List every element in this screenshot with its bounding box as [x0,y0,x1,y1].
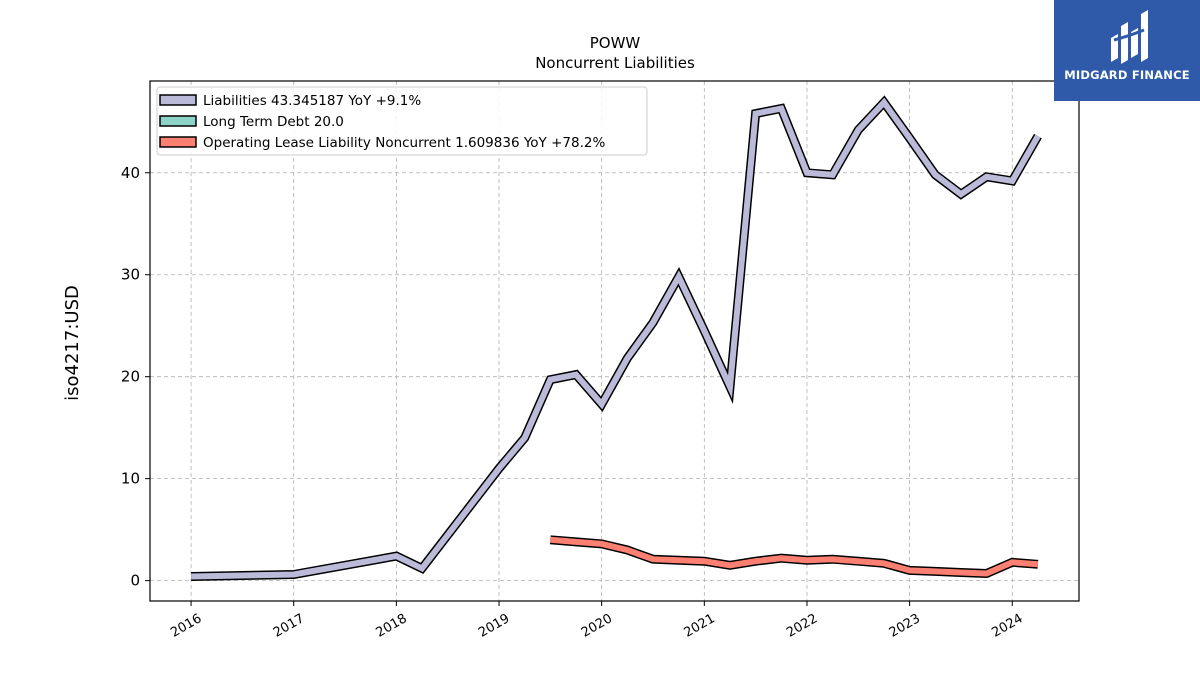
y-tick-label: 40 [121,164,140,182]
legend-box [156,86,648,156]
series-line-outline [191,95,1042,581]
x-tick-label: 2016 [168,611,204,641]
y-tick-label: 20 [121,368,140,386]
grid-layer [150,81,1079,601]
legend-entry: Operating Lease Liability Noncurrent 1.6… [203,135,605,151]
legend: Liabilities 43.345187 YoY +9.1% Long Term… [156,86,648,156]
chart-title: POWW [590,34,641,52]
legend-swatch [159,136,197,148]
y-tick-label: 30 [121,266,140,284]
logo-mark-icon [1111,10,1148,64]
y-tick-label: 10 [121,470,140,488]
logo-text: MIDGARD FINANCE [1064,68,1190,82]
legend-swatch [159,94,197,106]
x-tick-label: 2019 [476,611,512,641]
chart-subtitle: Noncurrent Liabilities [535,54,695,72]
x-tick-label: 2021 [681,611,717,641]
x-tick-label: 2024 [989,611,1025,641]
x-tick-label: 2018 [374,611,410,641]
x-tick-label: 2017 [271,611,307,641]
series-line-0 [191,97,1041,580]
x-tick-label: 2022 [784,611,820,641]
midgard-finance-logo: MIDGARD FINANCE [1054,0,1200,101]
legend-swatch [159,115,197,127]
x-tick-label: 2020 [579,611,615,641]
series-layer [191,95,1042,581]
legend-entry: Long Term Debt 20.0 [203,114,344,130]
plot-frame [149,80,1080,602]
legend-entry: Liabilities 43.345187 YoY +9.1% [203,93,421,109]
y-axis-label: iso4217:USD [62,285,83,401]
x-tick-label: 2023 [887,611,923,641]
series-line-2 [550,536,1039,577]
y-tick-label: 0 [130,572,140,590]
